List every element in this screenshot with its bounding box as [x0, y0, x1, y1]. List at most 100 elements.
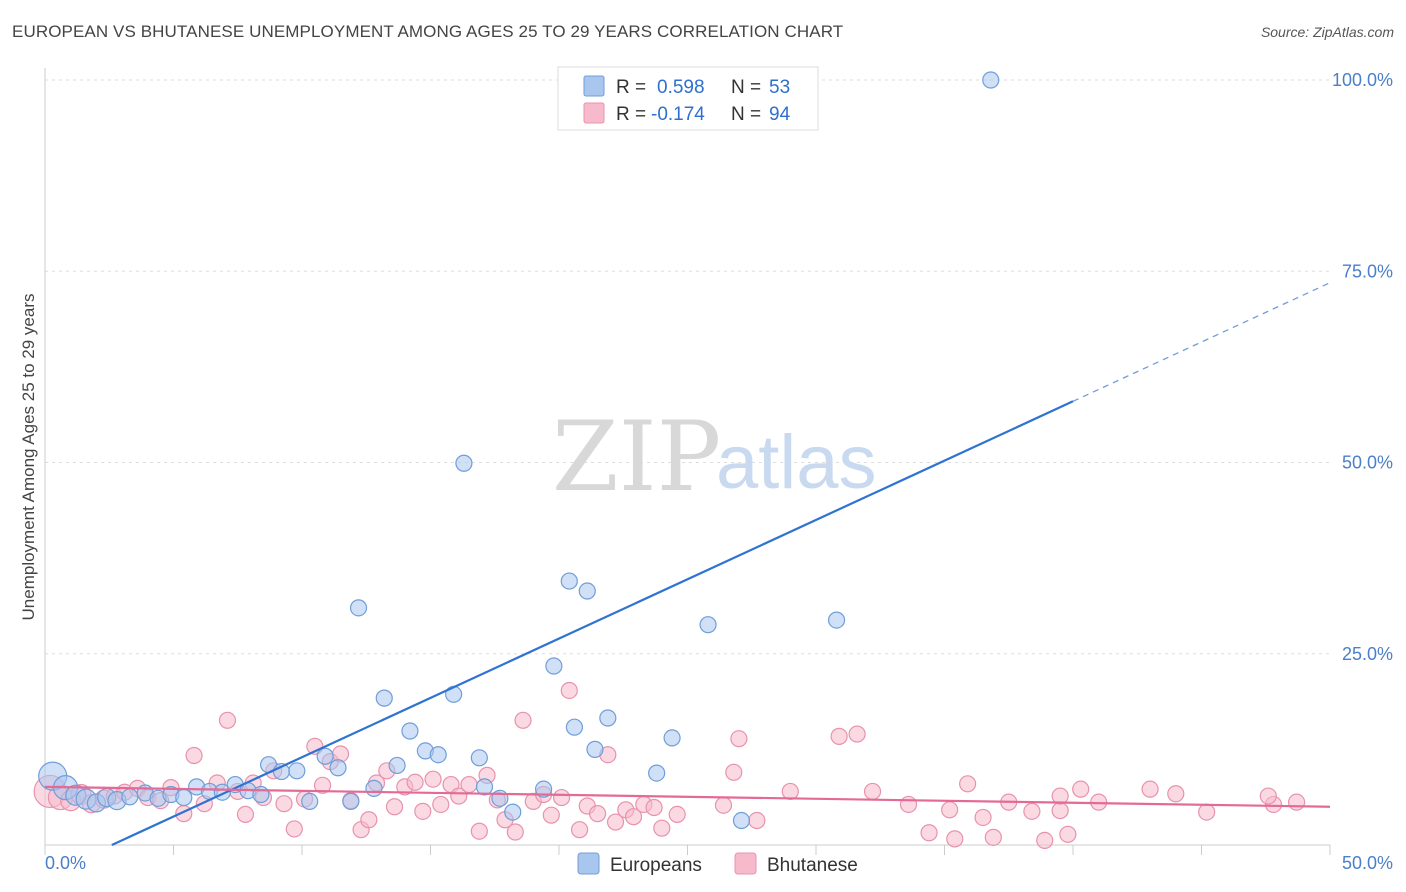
european-point-17: [252, 785, 270, 804]
european-point-31: [429, 746, 447, 764]
european-point-28: [388, 756, 406, 775]
bhutanese-point-26: [313, 776, 332, 794]
european-point-48: [732, 811, 751, 830]
bhutanese-point-64: [668, 805, 686, 824]
series-legend-swatch-bhutanese[interactable]: [734, 852, 757, 875]
watermark-zip: ZIP: [552, 401, 721, 513]
bhutanese-point-66: [725, 763, 743, 781]
bhutanese-point-75: [941, 801, 959, 819]
european-point-37: [504, 803, 522, 821]
series-legend[interactable]: Europeans Bhutanese: [577, 852, 858, 876]
legend-swatch-europeans: [583, 75, 605, 97]
bhutanese-point-68: [748, 811, 766, 830]
y-tick-label-50: 50.0%: [1342, 453, 1393, 473]
bhutanese-point-51: [542, 806, 560, 824]
european-point-21: [301, 792, 319, 810]
european-point-20: [288, 762, 306, 780]
bhutanese-point-84: [1051, 787, 1069, 805]
x-tick-label-max: 50.0%: [1342, 853, 1393, 873]
series-legend-swatch-europeans[interactable]: [577, 852, 600, 875]
legend-n-label-bhutanese: N =: [731, 104, 761, 125]
bhutanese-point-89: [1167, 785, 1185, 803]
european-point-45: [663, 729, 681, 747]
bhutanese-point-83: [1051, 801, 1069, 820]
bhutanese-point-48: [514, 711, 532, 729]
bhutanese-point-53: [560, 681, 578, 700]
european-point-39: [545, 657, 563, 675]
y-tick-labels: 25.0% 50.0% 75.0% 100.0%: [1332, 70, 1393, 664]
x-tick-labels: 0.0% 50.0%: [45, 853, 1393, 873]
bhutanese-trendline: [44, 785, 1331, 808]
legend-n-label-europeans: N =: [731, 77, 761, 98]
bhutanese-point-41: [450, 787, 468, 805]
european-point-25: [349, 599, 368, 617]
bhutanese-point-73: [899, 795, 918, 814]
bhutanese-point-82: [1036, 831, 1054, 850]
european-point-24: [342, 792, 360, 810]
y-tick-label-75: 75.0%: [1342, 261, 1393, 281]
european-point-38: [534, 780, 553, 798]
legend-r-label-europeans: R =: [616, 77, 646, 98]
bhutanese-point-36: [406, 773, 424, 791]
european-point-35: [475, 778, 494, 796]
bhutanese-point-23: [285, 820, 303, 838]
bhutanese-point-47: [506, 823, 524, 841]
bhutanese-point-62: [645, 798, 663, 817]
bhutanese-point-77: [959, 775, 977, 793]
bhutanese-point-70: [830, 727, 848, 745]
series-legend-label-bhutanese[interactable]: Bhutanese: [767, 855, 858, 876]
bhutanese-point-88: [1141, 780, 1159, 798]
european-point-51: [982, 71, 1000, 89]
chart-source: Source: ZipAtlas.com: [1260, 24, 1394, 40]
bhutanese-point-54: [570, 821, 589, 839]
legend-swatch-bhutanese: [583, 102, 605, 124]
bhutanese-point-31: [360, 811, 378, 829]
watermark-atlas: atlas: [716, 420, 877, 505]
y-tick-label-100: 100.0%: [1332, 70, 1393, 90]
bhutanese-point-39: [432, 795, 450, 814]
european-point-44: [599, 709, 617, 727]
chart-title: EUROPEAN VS BHUTANESE UNEMPLOYMENT AMONG…: [12, 22, 844, 41]
bhutanese-point-13: [185, 746, 203, 765]
series-legend-label-europeans[interactable]: Europeans: [610, 855, 702, 876]
europeans-trendline: [111, 400, 1074, 846]
legend-r-value-bhutanese: -0.174: [651, 104, 705, 125]
bhutanese-point-63: [653, 819, 671, 837]
bhutanese-point-74: [920, 824, 938, 842]
bhutanese-point-18: [236, 805, 255, 824]
trendlines: [44, 282, 1331, 846]
bhutanese-point-69: [781, 782, 799, 801]
bhutanese-point-72: [863, 782, 882, 801]
european-point-29: [401, 722, 419, 740]
bhutanese-point-52: [552, 788, 571, 807]
bhutanese-point-85: [1059, 825, 1077, 843]
bhutanese-point-93: [1287, 793, 1306, 811]
europeans-trendline-extension: [1072, 282, 1331, 402]
legend-n-value-europeans: 53: [769, 77, 790, 98]
european-point-26: [365, 779, 383, 797]
european-point-46: [648, 764, 666, 782]
european-point-41: [565, 718, 584, 736]
european-point-22: [316, 747, 334, 765]
watermark: ZIP atlas: [552, 401, 877, 513]
european-point-27: [375, 689, 393, 707]
bhutanese-point-76: [946, 830, 964, 848]
bhutanese-points: [33, 681, 1306, 850]
bhutanese-point-56: [588, 805, 607, 823]
european-point-47: [699, 616, 717, 634]
legend-r-value-europeans: 0.598: [657, 77, 705, 98]
bhutanese-point-43: [470, 822, 488, 840]
bhutanese-point-67: [730, 730, 748, 748]
bhutanese-point-86: [1072, 780, 1090, 798]
european-point-50: [827, 611, 846, 629]
bhutanese-point-34: [385, 798, 404, 816]
bhutanese-point-92: [1259, 787, 1277, 805]
gridlines: [45, 79, 1330, 655]
bhutanese-point-42: [460, 775, 478, 794]
bhutanese-point-60: [624, 808, 643, 826]
y-tick-label-25: 25.0%: [1342, 644, 1393, 664]
bhutanese-point-79: [984, 828, 1002, 846]
bhutanese-point-38: [424, 770, 442, 788]
european-point-33: [455, 454, 473, 472]
